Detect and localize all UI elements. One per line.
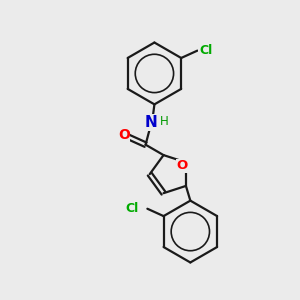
Text: Cl: Cl [125,202,139,214]
Text: H: H [160,115,169,128]
Text: O: O [118,128,130,142]
Text: N: N [144,115,157,130]
Text: Cl: Cl [199,44,212,56]
Text: O: O [177,159,188,172]
